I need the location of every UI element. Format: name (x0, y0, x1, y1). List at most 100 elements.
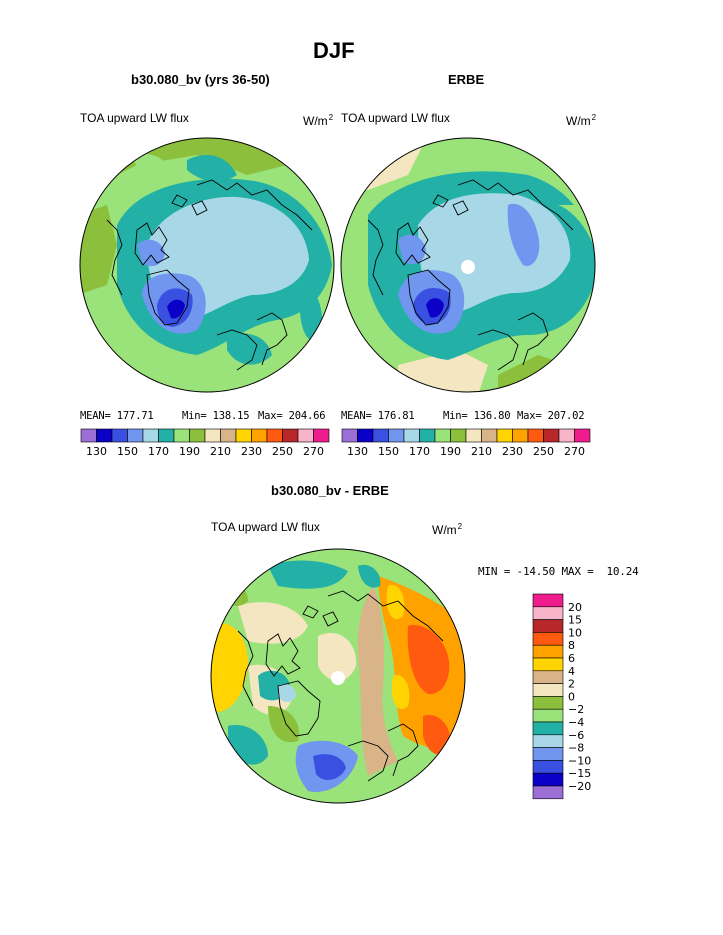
colorbar-box (80, 428, 97, 443)
colorbar-box (496, 428, 513, 443)
diff-variable-label: TOA upward LW flux (211, 520, 320, 534)
colorbar-box (388, 428, 405, 443)
panel-obs-mean: MEAN= 176.81 (341, 410, 415, 422)
units-text: W/m (303, 114, 328, 128)
colorbar-box (158, 428, 175, 443)
colorbar-tick-label: −6 (568, 729, 584, 742)
colorbar-tick-label: 15 (568, 614, 582, 627)
colorbar-box (532, 747, 564, 761)
colorbar-tick-label: −20 (568, 780, 591, 793)
units-sup: 2 (591, 113, 597, 122)
colorbar-box (532, 606, 564, 620)
colorbar-tick-label: 270 (564, 445, 585, 458)
colorbar-box (481, 428, 498, 443)
colorbar-box (235, 428, 252, 443)
colorbar-box (266, 428, 283, 443)
colorbar-tick-label: 270 (303, 445, 324, 458)
diff-units: W/m2 (432, 522, 462, 537)
panel-obs-max: Max= 207.02 (517, 410, 585, 422)
colorbar-tick-label: 150 (117, 445, 138, 458)
colorbar-tick-label: −2 (568, 703, 584, 716)
colorbar-box (532, 632, 564, 646)
map-diff (210, 548, 466, 804)
colorbar-box (251, 428, 268, 443)
colorbar-box (282, 428, 299, 443)
colorbar-box (142, 428, 159, 443)
units-text: W/m (566, 114, 591, 128)
colorbar-box (313, 428, 330, 443)
colorbar-box (558, 428, 575, 443)
colorbar-box (532, 619, 564, 633)
panel-obs-variable-label: TOA upward LW flux (341, 111, 450, 125)
colorbar-tick-label: 8 (568, 639, 575, 652)
colorbar-box (403, 428, 420, 443)
colorbar-tick-label: −4 (568, 716, 584, 729)
colorbar-box (465, 428, 482, 443)
panel-model-subtitle: b30.080_bv (yrs 36-50) (131, 72, 270, 87)
colorbar-box (532, 708, 564, 723)
colorbar-tick-label: 2 (568, 678, 575, 691)
panel-model-max: Max= 204.66 (258, 410, 326, 422)
colorbar-box (512, 428, 529, 443)
colorbar-tick-label: 230 (502, 445, 523, 458)
colorbar-box (204, 428, 221, 443)
colorbar-box (189, 428, 206, 443)
colorbar-box (574, 428, 591, 443)
colorbar-box (341, 428, 358, 443)
colorbar-box (532, 785, 564, 800)
colorbar-box (372, 428, 389, 443)
colorbar-tick-label: −8 (568, 742, 584, 755)
colorbar-tick-label: 190 (440, 445, 461, 458)
figure-title: DJF (313, 38, 355, 63)
colorbar-box (434, 428, 451, 443)
colorbar-tick-label: 210 (471, 445, 492, 458)
colorbar-box (532, 696, 564, 710)
units-sup: 2 (457, 522, 463, 531)
colorbar-tick-label: 4 (568, 665, 575, 678)
colorbar-box (543, 428, 560, 443)
colorbar-box (357, 428, 374, 443)
panel-model-min: Min= 138.15 (182, 410, 250, 422)
map-model (79, 137, 335, 393)
colorbar-tick-label: 210 (210, 445, 231, 458)
colorbar-obs: 130 150 170 190 210 230 250 270 (341, 428, 591, 458)
colorbar-tick-label: 170 (409, 445, 430, 458)
colorbar-box (532, 593, 564, 608)
panel-model-variable-label: TOA upward LW flux (80, 111, 189, 125)
panel-model-mean: MEAN= 177.71 (80, 410, 154, 422)
colorbar-box (419, 428, 436, 443)
colorbar-model: 130 150 170 190 210 230 250 270 (80, 428, 330, 458)
colorbar-box (527, 428, 544, 443)
panel-model-units: W/m2 (303, 113, 333, 128)
colorbar-box (532, 772, 564, 787)
colorbar-box (532, 670, 564, 684)
colorbar-tick-label: −15 (568, 767, 591, 780)
colorbar-tick-label: 150 (378, 445, 399, 458)
colorbar-box (532, 734, 564, 748)
panel-obs-min: Min= 136.80 (443, 410, 511, 422)
colorbar-tick-label: 10 (568, 626, 582, 639)
colorbar-tick-label: 130 (347, 445, 368, 458)
colorbar-tick-label: 20 (568, 601, 582, 614)
colorbar-tick-label: 170 (148, 445, 169, 458)
colorbar-box (532, 657, 564, 672)
colorbar-box (532, 644, 564, 659)
colorbar-box (532, 760, 564, 774)
colorbar-tick-label: 250 (533, 445, 554, 458)
colorbar-tick-label: 130 (86, 445, 107, 458)
colorbar-tick-label: 230 (241, 445, 262, 458)
diff-subtitle: b30.080_bv - ERBE (271, 483, 389, 498)
colorbar-tick-label: 0 (568, 690, 575, 703)
colorbar-tick-label: 190 (179, 445, 200, 458)
colorbar-box (297, 428, 314, 443)
diff-minmax: MIN = -14.50 MAX = 10.24 (478, 565, 639, 578)
colorbar-box (111, 428, 128, 443)
colorbar-tick-label: 250 (272, 445, 293, 458)
colorbar-box (532, 721, 564, 736)
colorbar-box (127, 428, 144, 443)
colorbar-box (450, 428, 467, 443)
colorbar-box (96, 428, 113, 443)
panel-obs-subtitle: ERBE (448, 72, 485, 87)
colorbar-tick-label: −10 (568, 754, 591, 767)
